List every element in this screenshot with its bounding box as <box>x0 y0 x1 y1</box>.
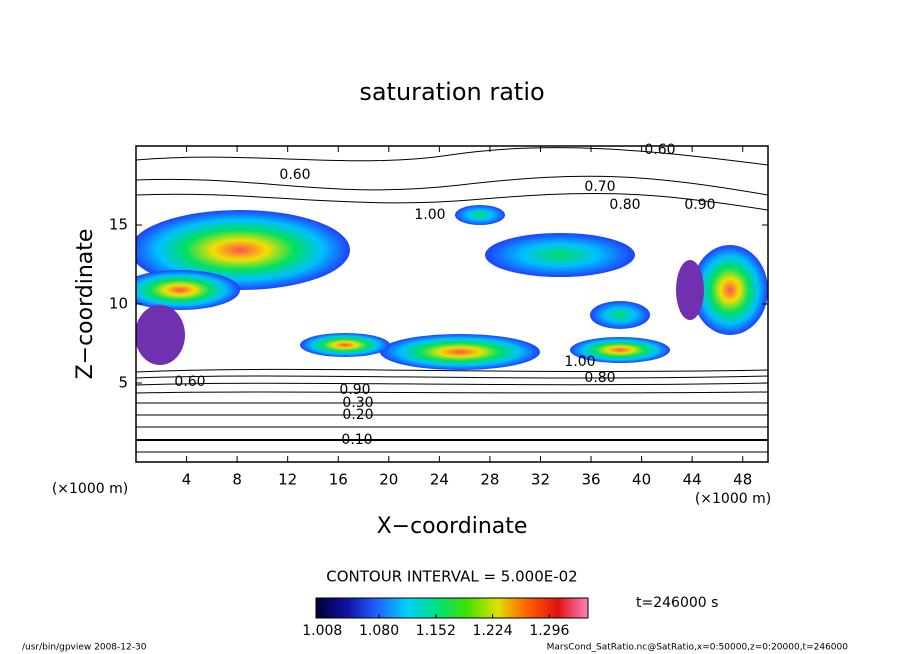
x-unit-label: (×1000 m) <box>52 481 128 497</box>
chart-title: saturation ratio <box>359 78 544 106</box>
field-region <box>136 270 240 310</box>
x-tick-label: 40 <box>632 471 651 489</box>
field-region <box>570 337 670 363</box>
x-tick-label: 24 <box>430 471 449 489</box>
x-tick-label: 28 <box>480 471 499 489</box>
colorbar-tick-label: 1.008 <box>302 623 342 639</box>
field-region <box>300 333 390 357</box>
x-tick-label: 16 <box>329 471 348 489</box>
colorbar-tick-label: 1.296 <box>529 623 569 639</box>
x-tick-label: 8 <box>232 471 242 489</box>
contour-label: 1.00 <box>414 207 445 223</box>
contour-label: 0.30 <box>342 395 373 411</box>
contour-label: 0.70 <box>584 179 615 195</box>
contour-line <box>136 382 768 386</box>
field-region <box>485 233 635 277</box>
colorbar-tick-label: 1.224 <box>473 623 513 639</box>
x-tick-label: 36 <box>581 471 600 489</box>
y-tick-label: 15 <box>109 216 128 234</box>
contour-line <box>136 147 768 166</box>
x-tick-label: 12 <box>278 471 297 489</box>
colorbar-tick-label: 1.080 <box>359 623 399 639</box>
field-region <box>136 210 350 290</box>
contour-interval: CONTOUR INTERVAL = 5.000E-02 <box>326 568 577 586</box>
contour-label: 0.60 <box>174 374 205 390</box>
contour-label: 0.90 <box>339 382 370 398</box>
contour-line <box>136 391 768 394</box>
colorbar-tick-label: 1.152 <box>416 623 456 639</box>
field-region <box>692 245 768 335</box>
y-tick-label: 5 <box>118 374 128 392</box>
contour-label: 0.60 <box>644 142 675 158</box>
contour-line <box>136 368 768 373</box>
contour-line <box>136 192 768 211</box>
field-region <box>676 260 704 320</box>
contour-label: 0.90 <box>684 197 715 213</box>
field <box>136 147 768 453</box>
footer-left: /usr/bin/gpview 2008-12-30 <box>22 643 147 653</box>
contour-line <box>136 175 768 196</box>
contour-label: 1.00 <box>564 354 595 370</box>
x-axis-label: X−coordinate <box>377 514 528 539</box>
x-unit-label: (×1000 m) <box>695 491 771 507</box>
colorbar <box>315 597 589 619</box>
contour-label: 0.60 <box>279 167 310 183</box>
field-region <box>380 334 540 370</box>
footer-right: MarsCond_SatRatio.nc@SatRatio,x=0:50000,… <box>547 643 849 653</box>
x-tick-label: 20 <box>379 471 398 489</box>
x-tick-label: 44 <box>683 471 702 489</box>
contour-label: 0.80 <box>584 370 615 386</box>
contour-label: 0.20 <box>342 407 373 423</box>
y-axis-label: Z−coordinate <box>73 229 98 380</box>
field-region <box>590 301 650 329</box>
x-tick-label: 48 <box>733 471 752 489</box>
x-tick-label: 32 <box>531 471 550 489</box>
contour-label: 0.80 <box>609 197 640 213</box>
contour-line <box>136 375 768 379</box>
time-label: t=246000 s <box>636 595 718 611</box>
field-region <box>136 305 185 365</box>
contour-label: 0.10 <box>341 432 372 448</box>
y-tick-label: 10 <box>109 295 128 313</box>
x-tick-label: 4 <box>182 471 192 489</box>
field-region <box>455 205 505 225</box>
